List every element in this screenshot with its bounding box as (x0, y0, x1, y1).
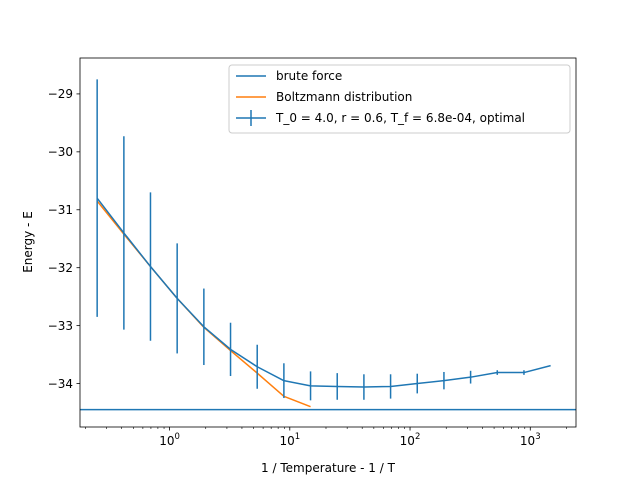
x-axis: 100 101 102 103 (85, 427, 567, 448)
x-tick-label: 100 (159, 432, 180, 448)
plot-area (80, 79, 576, 411)
y-tick-label: −29 (48, 87, 73, 101)
y-tick-label: −34 (48, 377, 73, 391)
legend-label-optimal: T_0 = 4.0, r = 0.6, T_f = 6.8e-04, optim… (275, 111, 525, 125)
x-tick-label: 101 (279, 432, 300, 448)
y-tick-label: −33 (48, 319, 73, 333)
y-tick-label: −32 (48, 261, 73, 275)
y-tick-label: −30 (48, 145, 73, 159)
legend: brute force Boltzmann distribution T_0 =… (228, 64, 571, 134)
y-tick-label: −31 (48, 203, 73, 217)
legend-label-brute-force: brute force (276, 69, 342, 83)
series-optimal-line (96, 197, 551, 388)
y-axis-title: Energy - E (21, 211, 35, 273)
y-axis: −29 −30 −31 −32 −33 −34 (48, 87, 80, 391)
x-tick-label: 102 (400, 432, 421, 448)
x-tick-label: 103 (520, 432, 541, 448)
legend-label-boltzmann: Boltzmann distribution (276, 90, 412, 104)
legend-box (228, 64, 571, 134)
axes-frame (79, 57, 577, 428)
x-axis-title: 1 / Temperature - 1 / T (261, 461, 396, 475)
